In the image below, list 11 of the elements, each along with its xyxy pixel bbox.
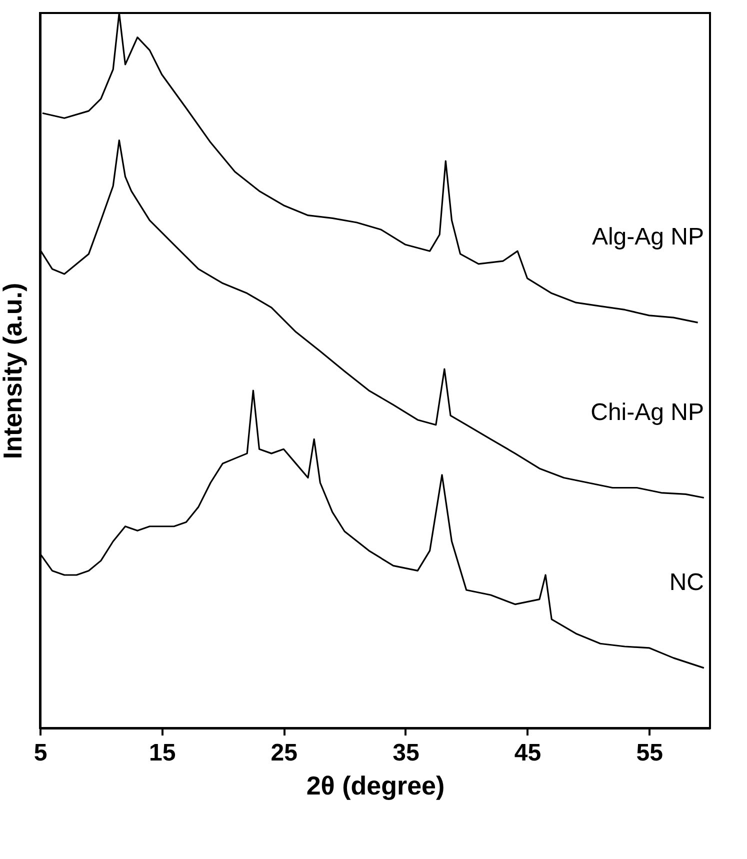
x-tick-label: 45 <box>514 740 542 766</box>
x-tick-label: 5 <box>34 740 48 766</box>
text: Chi-Ag NP <box>590 398 704 426</box>
text: NC <box>669 568 704 596</box>
text: Alg-Ag NP <box>592 224 704 251</box>
x-tick-label: 25 <box>270 740 298 766</box>
y-axis-title: Intensity (a.u.) <box>0 282 28 460</box>
x-axis-title: 2θ (degree) <box>306 770 445 800</box>
x-tick-label: 55 <box>636 740 663 766</box>
x-tick-label: 15 <box>148 740 176 766</box>
x-tick-label: 35 <box>392 740 420 766</box>
